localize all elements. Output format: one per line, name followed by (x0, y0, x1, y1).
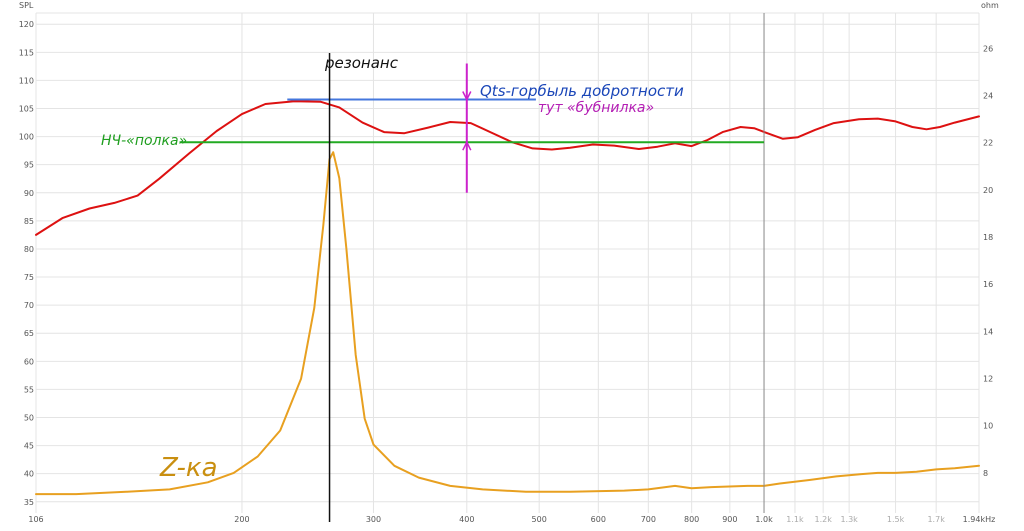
annotation-impedance: Z-ка (159, 453, 218, 483)
y-tick-right-label: 16 (983, 280, 993, 289)
x-tick-label: 1.2k (814, 515, 832, 524)
y-tick-right-label: 14 (983, 327, 993, 336)
y-tick-left-label: 45 (24, 442, 34, 451)
x-tick-label: 500 (532, 515, 547, 524)
y-tick-right-label: 26 (983, 44, 993, 53)
y-tick-left-label: 50 (24, 413, 34, 422)
x-tick-label: 1.1k (786, 515, 804, 524)
y-tick-left-label: 110 (19, 76, 34, 85)
spl-response-curve (35, 100, 980, 236)
y-tick-right-label: 22 (983, 139, 993, 148)
y-tick-left-label: 85 (24, 217, 34, 226)
y-tick-right-label: 8 (983, 469, 988, 478)
y-tick-right-label: 18 (983, 233, 993, 242)
x-tick-label: 1.94kHz (963, 515, 996, 524)
chart-marker-layer (179, 13, 765, 522)
y-tick-left-label: 65 (24, 329, 34, 338)
x-tick-label: 900 (722, 515, 737, 524)
y-tick-left-label: 70 (24, 301, 34, 310)
arrow-up-icon (462, 140, 472, 151)
y-tick-left-label: 95 (24, 161, 34, 170)
chart-grid (35, 12, 980, 513)
x-tick-label: 800 (684, 515, 699, 524)
x-tick-label: 600 (591, 515, 606, 524)
y-tick-right-label: 12 (983, 375, 993, 384)
y-tick-left-label: 120 (19, 20, 34, 29)
x-tick-label: 106 (28, 515, 43, 524)
x-tick-label: 400 (459, 515, 474, 524)
y-tick-left-label: 90 (24, 189, 34, 198)
y-tick-left-label: 100 (19, 133, 34, 142)
y-tick-left-label: 80 (24, 245, 34, 254)
y-tick-right-label: 20 (983, 186, 993, 195)
y-axis-right-label: ohm (981, 1, 999, 10)
annotation-qts-hump: Qts-горбыль добротности (480, 82, 684, 100)
arrow-down-icon (462, 91, 472, 102)
y-tick-left-label: 35 (24, 498, 34, 507)
chart-tick-layer: 35 40 45 50 55 60 65 70 75 80 85 90 95 100 105 110 115 12… (19, 20, 996, 524)
y-tick-left-label: 60 (24, 357, 34, 366)
y-tick-left-label: 115 (19, 48, 34, 57)
x-tick-label: 1.0k (755, 515, 773, 524)
y-tick-right-label: 24 (983, 92, 993, 101)
y-tick-left-label: 105 (19, 105, 34, 114)
annotation-resonance: резонанс (324, 54, 399, 72)
x-tick-label: 300 (366, 515, 381, 524)
x-tick-label: 1.3k (840, 515, 858, 524)
y-axis-left-label: SPL (19, 1, 34, 10)
y-tick-left-label: 55 (24, 385, 34, 394)
impedance-curve (35, 151, 980, 496)
y-tick-right-label: 10 (983, 422, 993, 431)
y-tick-left-label: 40 (24, 470, 34, 479)
x-tick-label: 1.5k (887, 515, 905, 524)
x-tick-label: 1.7k (927, 515, 945, 524)
annotation-bass-shelf: НЧ-«полка» (101, 133, 187, 149)
annotation-boominess: тут «бубнилка» (538, 100, 654, 116)
x-tick-label: 200 (234, 515, 249, 524)
x-tick-label: 700 (641, 515, 656, 524)
chart-series-layer (35, 100, 980, 496)
y-tick-left-label: 75 (24, 273, 34, 282)
